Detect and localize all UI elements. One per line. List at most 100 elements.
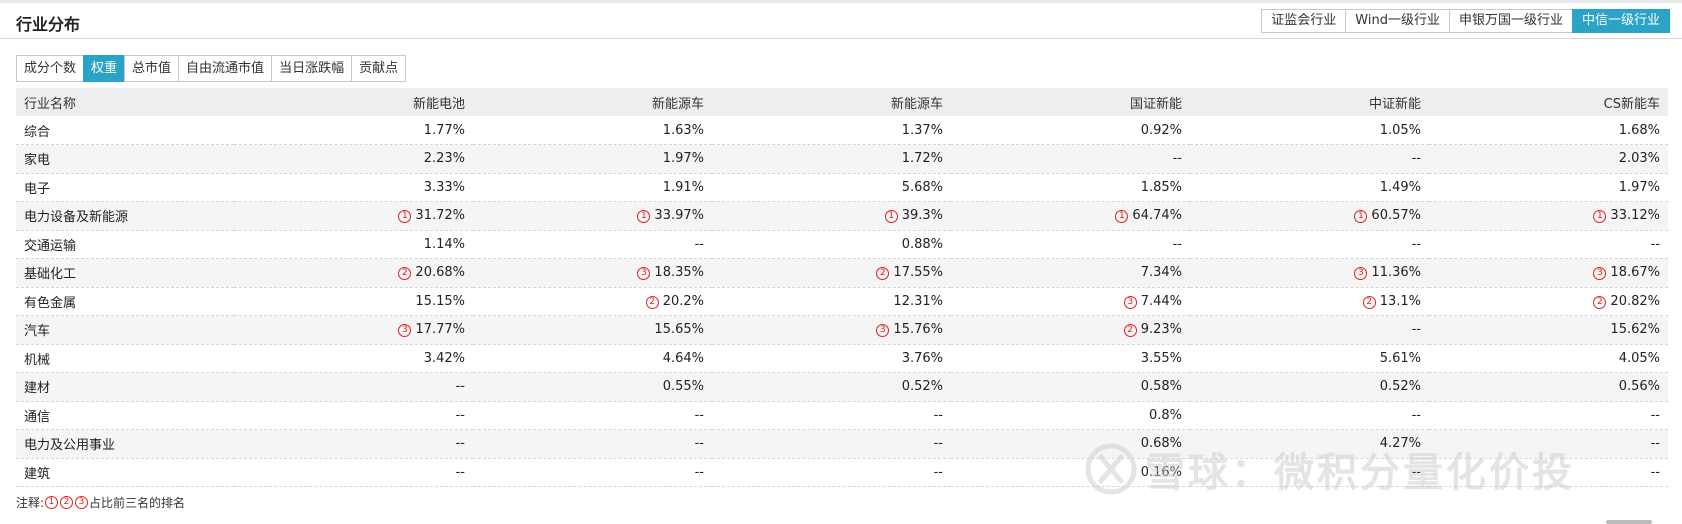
weight-value: 17.77%: [415, 322, 465, 338]
metric-tab-3[interactable]: 自由流通市值: [178, 55, 273, 82]
weight-cell: 3.42%: [234, 344, 473, 373]
rank-badge-icon: 1: [1354, 210, 1368, 224]
weight-value: --: [933, 436, 943, 452]
weight-cell: 0.88%: [712, 230, 951, 259]
weight-cell: 4.27%: [1190, 429, 1429, 459]
weight-value: 1.97%: [1618, 179, 1660, 195]
table-row: 交通运输 1.14% -- 0.88% -- -- --: [16, 230, 1668, 259]
weight-value: 0.56%: [1618, 379, 1660, 395]
rank-badge-icon: 2: [876, 267, 890, 281]
weight-value: --: [1411, 464, 1421, 480]
weight-cell: 2 9.23%: [951, 315, 1190, 345]
weight-value: --: [455, 436, 465, 452]
weight-cell: --: [1190, 401, 1429, 430]
classification-tabs: 证监会行业 Wind一级行业 申银万国一级行业 中信一级行业: [1261, 9, 1670, 33]
industry-name: 通信: [16, 401, 234, 430]
metric-tab-2[interactable]: 总市值: [124, 55, 180, 82]
table-header-row: 行业名称 新能电池 新能源车 新能源车 国证新能 中证新能 CS新能车: [16, 88, 1668, 116]
classification-tab-3[interactable]: 中信一级行业: [1571, 9, 1670, 33]
footnote-text: 占比前三名的排名: [89, 496, 186, 510]
weight-value: --: [1650, 464, 1660, 480]
weight-cell: 1 64.74%: [951, 201, 1190, 231]
weight-value: 64.74%: [1132, 208, 1182, 224]
weight-cell: 1.97%: [473, 144, 712, 174]
classification-tab-0[interactable]: 证监会行业: [1261, 9, 1347, 33]
watermark-text: 雪球：微积分量化价投: [1145, 450, 1575, 496]
table-row: 建材 -- 0.55% 0.52% 0.58% 0.52% 0.56%: [16, 372, 1668, 402]
weight-cell: 3 18.67%: [1429, 258, 1668, 288]
rank-badge-icon: 3: [876, 324, 890, 338]
metric-tab-0[interactable]: 成分个数: [16, 55, 85, 82]
weight-value: 18.35%: [654, 265, 704, 281]
weight-cell: 1 39.3%: [712, 201, 951, 231]
weight-cell: --: [473, 401, 712, 430]
weight-value: 0.68%: [1140, 436, 1182, 452]
industry-name: 交通运输: [16, 230, 234, 259]
industry-name: 基础化工: [16, 258, 234, 288]
weight-value: 17.55%: [893, 265, 943, 281]
rank-1-icon: 1: [45, 496, 59, 509]
industry-table: 行业名称 新能电池 新能源车 新能源车 国证新能 中证新能 CS新能车 综合 1.77% 1.6…: [16, 88, 1668, 487]
weight-cell: 1 31.72%: [234, 201, 473, 231]
weight-cell: 2.03%: [1429, 144, 1668, 174]
weight-cell: 2 20.82%: [1429, 287, 1668, 316]
weight-cell: 3 15.76%: [712, 315, 951, 345]
weight-cell: 0.58%: [951, 372, 1190, 402]
weight-value: 5.61%: [1379, 350, 1421, 366]
weight-value: --: [455, 379, 465, 395]
weight-cell: 1.77%: [234, 116, 473, 145]
weight-value: 1.14%: [423, 236, 465, 252]
weight-cell: 4.05%: [1429, 344, 1668, 373]
scrollbar-handle[interactable]: [1606, 520, 1652, 524]
weight-cell: 1 33.12%: [1429, 201, 1668, 231]
weight-value: --: [1411, 407, 1421, 423]
weight-cell: 4.64%: [473, 344, 712, 373]
footnote-prefix: 注释:: [16, 496, 45, 510]
weight-value: --: [1411, 322, 1421, 338]
weight-cell: 3 11.36%: [1190, 258, 1429, 288]
weight-value: --: [1411, 236, 1421, 252]
weight-value: 0.58%: [1140, 379, 1182, 395]
weight-cell: 0.68%: [951, 429, 1190, 459]
weight-cell: 1.68%: [1429, 116, 1668, 145]
rank-badge-icon: 1: [1593, 210, 1607, 224]
metric-tab-5[interactable]: 贡献点: [351, 55, 407, 82]
weight-cell: --: [473, 230, 712, 259]
weight-value: --: [1411, 151, 1421, 167]
weight-value: --: [455, 464, 465, 480]
table-row: 基础化工 2 20.68% 3 18.35% 2 17.55% 7.34% 3 11.36% 3 18…: [16, 258, 1668, 288]
weight-cell: 2 20.68%: [234, 258, 473, 288]
table-row: 家电 2.23% 1.97% 1.72% -- -- 2.03%: [16, 144, 1668, 174]
rank-badge-icon: 1: [637, 210, 651, 224]
page-title: 行业分布: [16, 15, 81, 34]
classification-tab-2[interactable]: 申银万国一级行业: [1448, 9, 1573, 33]
rank-badge-icon: 2: [398, 267, 412, 281]
weight-value: 39.3%: [901, 208, 943, 224]
weight-cell: --: [951, 230, 1190, 259]
rank-badge-icon: 1: [884, 210, 898, 224]
weight-cell: 15.65%: [473, 315, 712, 345]
industry-name: 汽车: [16, 315, 234, 345]
column-header-index-3: 新能源车: [712, 88, 951, 116]
weight-value: 0.55%: [662, 379, 704, 395]
weight-cell: 7.34%: [951, 258, 1190, 288]
table-row: 有色金属 15.15% 2 20.2% 12.31% 3 7.44% 2 13.1% 2 20.82…: [16, 287, 1668, 316]
column-header-index-4: 国证新能: [951, 88, 1190, 116]
metric-tab-1[interactable]: 权重: [83, 55, 126, 82]
weight-value: 2.23%: [423, 151, 465, 167]
weight-cell: 0.92%: [951, 116, 1190, 145]
industry-name: 综合: [16, 116, 234, 145]
weight-cell: --: [951, 144, 1190, 174]
weight-value: --: [1172, 151, 1182, 167]
panel-header: 行业分布 证监会行业 Wind一级行业 申银万国一级行业 中信一级行业: [0, 3, 1682, 39]
weight-value: 15.65%: [654, 322, 704, 338]
table-row: 电力设备及新能源 1 31.72% 1 33.97% 1 39.3% 1 64.74% 1 60.5…: [16, 201, 1668, 231]
weight-value: 13.1%: [1379, 293, 1421, 309]
weight-cell: --: [712, 458, 951, 487]
weight-value: --: [694, 236, 704, 252]
weight-cell: 0.52%: [1190, 372, 1429, 402]
weight-value: 1.49%: [1379, 179, 1421, 195]
classification-tab-1[interactable]: Wind一级行业: [1345, 9, 1450, 33]
weight-value: --: [694, 436, 704, 452]
metric-tab-4[interactable]: 当日涨跌幅: [271, 55, 353, 82]
